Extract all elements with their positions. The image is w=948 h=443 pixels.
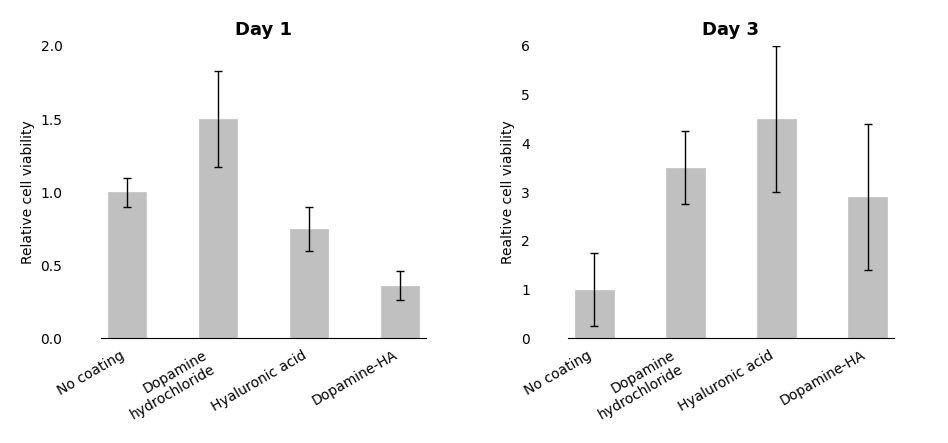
Bar (848, 197, 887, 338)
Y-axis label: Realtive cell viability: Realtive cell viability (501, 120, 516, 264)
Title: Day 3: Day 3 (702, 21, 759, 39)
Title: Day 1: Day 1 (235, 21, 292, 39)
Bar (757, 119, 795, 338)
Y-axis label: Relative cell viability: Relative cell viability (21, 120, 35, 264)
Bar (575, 290, 613, 338)
Bar (107, 192, 146, 338)
Bar (666, 168, 704, 338)
Bar (381, 286, 419, 338)
Bar (199, 119, 237, 338)
Bar (290, 229, 328, 338)
